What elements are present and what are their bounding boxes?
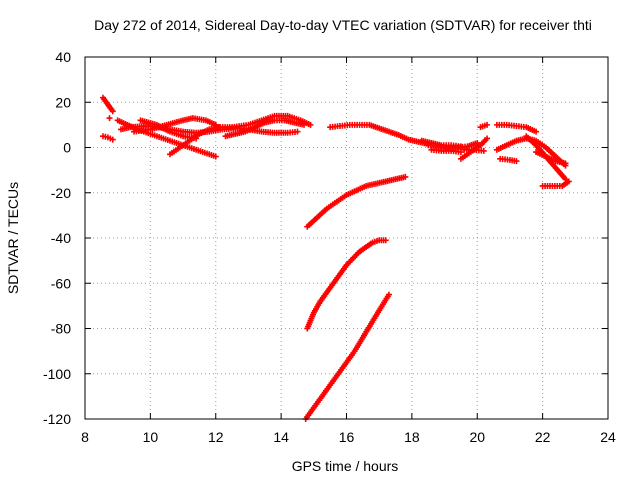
x-tick-label: 14	[273, 429, 289, 445]
x-tick-label: 10	[143, 429, 159, 445]
data-point	[402, 173, 409, 180]
grid-lines	[85, 57, 608, 419]
x-tick-label: 24	[600, 429, 616, 445]
x-tick-label: 20	[469, 429, 485, 445]
data-point	[533, 128, 540, 135]
x-axis-ticks: 8 10 12 14 16 18 20 22 24	[81, 57, 616, 445]
data-point	[382, 237, 389, 244]
plot-frame	[84, 56, 609, 420]
data-point	[212, 153, 219, 160]
chart-title: Day 272 of 2014, Sidereal Day-to-day VTE…	[94, 17, 592, 33]
data-point	[565, 178, 572, 185]
y-tick-label: 40	[55, 49, 71, 65]
x-tick-label: 8	[81, 429, 89, 445]
data-point	[480, 147, 487, 154]
data-point	[562, 160, 569, 167]
data-points	[99, 94, 572, 422]
y-axis-label: SDTVAR / TECUs	[5, 182, 21, 294]
data-point	[301, 121, 308, 128]
data-point	[457, 149, 464, 156]
data-point	[294, 128, 301, 135]
y-tick-label: -40	[51, 230, 71, 246]
data-point	[307, 121, 314, 128]
data-point	[513, 158, 520, 165]
data-point	[106, 115, 113, 122]
x-tick-label: 12	[208, 429, 224, 445]
y-tick-label: -80	[51, 321, 71, 337]
y-tick-label: -60	[51, 275, 71, 291]
data-point	[484, 135, 491, 142]
y-tick-label: 0	[63, 140, 71, 156]
data-point	[457, 143, 464, 150]
data-point	[109, 108, 116, 115]
x-tick-label: 22	[535, 429, 551, 445]
data-point	[385, 291, 392, 298]
x-tick-label: 18	[404, 429, 420, 445]
y-tick-label: 20	[55, 94, 71, 110]
x-tick-label: 16	[339, 429, 355, 445]
data-point	[109, 136, 116, 143]
y-tick-label: -20	[51, 185, 71, 201]
data-point	[484, 121, 491, 128]
y-tick-label: -120	[43, 411, 71, 427]
y-tick-label: -100	[43, 366, 71, 382]
x-axis-label: GPS time / hours	[292, 458, 399, 474]
